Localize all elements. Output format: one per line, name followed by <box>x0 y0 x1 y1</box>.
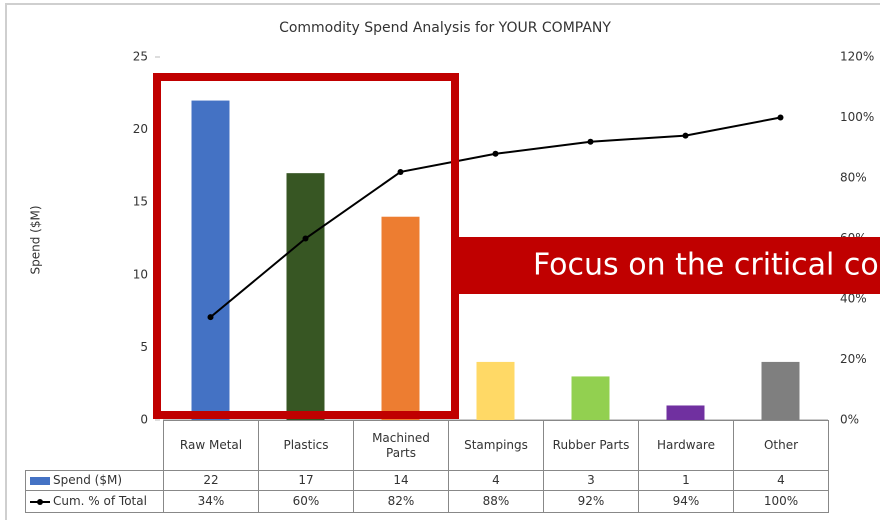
line-marker <box>397 168 404 175</box>
bar <box>191 100 230 420</box>
bar <box>381 216 420 420</box>
table-value: 4 <box>733 470 829 491</box>
y2-tick-label: 120% <box>840 50 874 64</box>
table-value: 92% <box>543 490 639 513</box>
y-axis-label: Spend ($M) <box>29 205 43 274</box>
table-value: 100% <box>733 490 829 513</box>
category-label: Stampings <box>448 420 544 471</box>
table-value: 14 <box>353 470 449 491</box>
table-value: 3 <box>543 470 639 491</box>
bar <box>476 361 515 420</box>
line-marker <box>587 138 594 145</box>
legend-key <box>30 476 50 485</box>
annotation: Focus on the critical comm <box>533 248 880 283</box>
y-tick-label: 10 <box>133 267 148 281</box>
bar <box>286 173 325 420</box>
table-value: 34% <box>163 490 259 513</box>
line-marker <box>492 150 499 157</box>
category-label: Machined Parts <box>353 420 449 471</box>
frame-border <box>5 3 880 520</box>
table-value: 94% <box>638 490 734 513</box>
line-marker <box>207 314 214 321</box>
y-tick-label: 20 <box>133 122 148 136</box>
line-marker <box>682 132 689 139</box>
category-label: Raw Metal <box>163 420 259 471</box>
category-label: Plastics <box>258 420 354 471</box>
legend-label: Cum. % of Total <box>53 494 147 509</box>
table-value: 17 <box>258 470 354 491</box>
chart-title: Commodity Spend Analysis for YOUR COMPAN… <box>279 20 611 36</box>
line-marker <box>777 114 784 121</box>
y2-tick-label: 80% <box>840 171 867 185</box>
category-label: Rubber Parts <box>543 420 639 471</box>
annotation-banner <box>455 237 880 294</box>
category-label: Hardware <box>638 420 734 471</box>
y2-tick-label: 20% <box>840 352 867 366</box>
table-value: 22 <box>163 470 259 491</box>
line-marker <box>302 235 309 242</box>
y-tick-label: 0 <box>140 413 148 427</box>
legend-entry: Cum. % of Total <box>25 490 164 513</box>
table-value: 82% <box>353 490 449 513</box>
legend-key <box>30 498 50 505</box>
table-value: 4 <box>448 470 544 491</box>
y-tick-label: 25 <box>133 50 148 64</box>
bar <box>571 376 610 420</box>
y2-tick-label: 0% <box>840 413 859 427</box>
table-value: 88% <box>448 490 544 513</box>
legend-label: Spend ($M) <box>53 473 123 488</box>
y-tick-label: 15 <box>133 195 148 209</box>
legend-entry: Spend ($M) <box>25 470 164 491</box>
y2-tick-label: 100% <box>840 110 874 124</box>
table-value: 1 <box>638 470 734 491</box>
y-tick-label: 5 <box>140 340 148 354</box>
bar <box>666 405 705 420</box>
bar <box>761 361 800 420</box>
table-value: 60% <box>258 490 354 513</box>
category-label: Other <box>733 420 829 471</box>
y2-tick-label: 40% <box>840 292 867 306</box>
